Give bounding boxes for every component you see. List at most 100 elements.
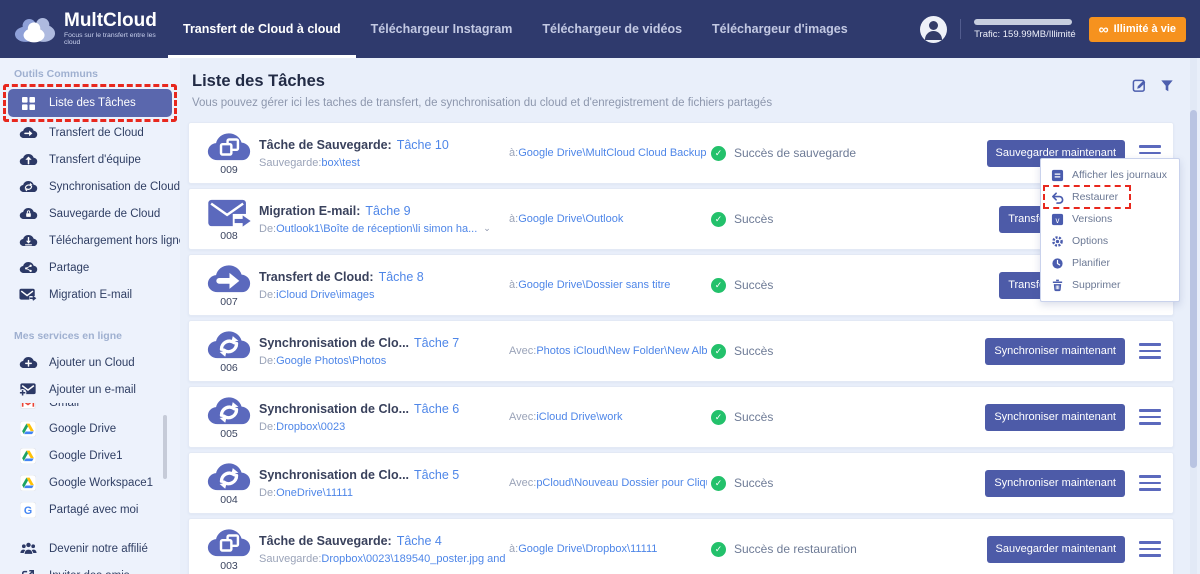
task-dest-link[interactable]: iCloud Drive\work xyxy=(536,411,623,423)
sidebar-item-partage[interactable]: Partage xyxy=(0,254,180,281)
menu-item-planifier[interactable]: Planifier xyxy=(1041,252,1179,274)
traffic-label: Trafic: 159.99MB/Illimité xyxy=(974,28,1076,40)
task-source-link[interactable]: box\test xyxy=(321,156,360,169)
sidebar-item-transfert-d-equipe[interactable]: Transfert d'équipe xyxy=(0,146,180,173)
tab-instagram-downloader[interactable]: Téléchargeur Instagram xyxy=(370,22,513,36)
task-dest-link[interactable]: Google Drive\Dropbox\11111 xyxy=(518,543,658,555)
sidebar-item-partage-avec-moi[interactable]: G Partagé avec moi xyxy=(0,496,180,523)
menu-item-restaurer[interactable]: Restaurer xyxy=(1041,185,1179,209)
task-number: 008 xyxy=(220,229,238,242)
sidebar-item-google-drive1[interactable]: Google Drive1 xyxy=(0,442,180,469)
sidebar-item-sauvegarde-de-cloud[interactable]: Sauvegarde de Cloud xyxy=(0,200,180,227)
sidebar-item-transfert-de-cloud[interactable]: Transfert de Cloud xyxy=(0,119,180,146)
sidebar-item-label: Téléchargement hors ligne xyxy=(49,234,180,247)
task-card: 004 Synchronisation de Clo... Tâche 5 De:… xyxy=(188,452,1174,514)
task-number: 009 xyxy=(220,163,238,176)
multcloud-logo[interactable]: MultCloud Focus sur le transfert entre l… xyxy=(0,11,168,46)
menu-item-label: Versions xyxy=(1072,213,1113,225)
edit-icon[interactable] xyxy=(1132,78,1147,93)
task-source-link[interactable]: Dropbox\0023\189540_poster.jpg and more xyxy=(321,552,509,565)
task-dest-link[interactable]: Google Drive\MultCloud Cloud Backup xyxy=(518,147,707,159)
menu-item-supprimer[interactable]: Supprimer xyxy=(1041,274,1179,296)
sidebar-item-ajouter-un-e-mail[interactable]: Ajouter un e-mail xyxy=(0,376,180,403)
task-dest-link[interactable]: Google Drive\Outlook xyxy=(518,213,624,225)
gdrive-icon xyxy=(18,447,38,464)
task-name-link[interactable]: Tâche 9 xyxy=(365,203,411,218)
page-scrollbar-thumb[interactable] xyxy=(1190,110,1197,468)
task-name-link[interactable]: Tâche 6 xyxy=(414,401,460,416)
menu-item-label: Supprimer xyxy=(1072,279,1121,291)
sidebar-scrollbar-thumb[interactable] xyxy=(163,415,167,479)
task-name-link[interactable]: Tâche 7 xyxy=(414,335,460,350)
user-avatar[interactable] xyxy=(920,15,948,43)
sidebar-item-label: Transfert d'équipe xyxy=(49,153,141,166)
menu-item-label: Options xyxy=(1072,235,1109,247)
sidebar-section-title: Mes services en ligne xyxy=(14,330,122,342)
task-source-link[interactable]: Dropbox\0023 xyxy=(276,420,346,433)
task-source-link[interactable]: Google Photos\Photos xyxy=(276,354,387,367)
menu-item-afficher-les-journaux[interactable]: Afficher les journaux xyxy=(1041,164,1179,186)
row-menu-icon[interactable] xyxy=(1139,473,1161,493)
sidebar-item-devenir-notre-affilie[interactable]: Devenir notre affilié xyxy=(0,535,180,562)
task-type-label: Synchronisation de Clo... xyxy=(259,401,410,416)
task-action-button[interactable]: Synchroniser maintenant xyxy=(985,403,1125,431)
traffic-progress-bar xyxy=(974,18,1073,25)
sidebar-item-migration-e-mail[interactable]: Migration E-mail xyxy=(0,281,180,308)
task-type-label: Synchronisation de Clo... xyxy=(259,467,410,482)
task-action-button[interactable]: Sauvegarder maintenant xyxy=(986,535,1125,563)
task-source-link[interactable]: OneDrive\11111 xyxy=(276,486,353,499)
sidebar-item-synchronisation-de-cloud[interactable]: Synchronisation de Cloud xyxy=(0,173,180,200)
tab-cloud-transfer[interactable]: Transfert de Cloud à cloud xyxy=(168,0,356,58)
task-name-link[interactable]: Tâche 5 xyxy=(414,467,460,482)
infinity-icon: ∞ xyxy=(1098,21,1109,37)
sidebar-item-label: Devenir notre affilié xyxy=(49,542,148,555)
filter-icon[interactable] xyxy=(1160,79,1174,93)
task-card: 003 Tâche de Sauvegarde: Tâche 4 Sauvegar… xyxy=(188,518,1174,574)
row-menu-icon[interactable] xyxy=(1139,539,1161,559)
sidebar-item-ajouter-un-cloud[interactable]: Ajouter un Cloud xyxy=(0,349,180,376)
sidebar-item-label: Gmail xyxy=(49,403,80,409)
sidebar-item-telechargement-hors-ligne[interactable]: Téléchargement hors ligne xyxy=(0,227,180,254)
sidebar-item-label: Sauvegarde de Cloud xyxy=(49,207,161,220)
menu-logs-icon xyxy=(1051,169,1064,182)
task-dest-link[interactable]: Google Drive\Dossier sans titre xyxy=(518,279,671,291)
tab-image-downloader[interactable]: Téléchargeur d'images xyxy=(712,22,848,36)
sidebar-item-google-drive[interactable]: Google Drive xyxy=(0,415,180,442)
task-name-link[interactable]: Tâche 4 xyxy=(396,533,442,548)
task-sync-icon xyxy=(206,461,252,493)
task-name-link[interactable]: Tâche 10 xyxy=(396,137,449,152)
task-card: 008 Migration E-mail: Tâche 9 De: Outlook1… xyxy=(188,188,1174,250)
row-menu-icon[interactable] xyxy=(1139,341,1161,361)
sidebar-item-google-workspace1[interactable]: Google Workspace1 xyxy=(0,469,180,496)
sidebar-item-gmail[interactable]: Gmail xyxy=(0,403,180,415)
sidebar-item-liste-des-taches[interactable]: Liste des Tâches xyxy=(3,84,177,122)
tab-video-downloader[interactable]: Téléchargeur de vidéos xyxy=(542,22,683,36)
menu-item-versions[interactable]: v Versions xyxy=(1041,208,1179,230)
task-type-label: Tâche de Sauvegarde: xyxy=(259,137,392,152)
sidebar-item-label: Google Workspace1 xyxy=(49,476,153,489)
success-check-icon: ✓ xyxy=(711,145,726,161)
sidebar-item-inviter-des-amis[interactable]: Inviter des amis xyxy=(0,562,180,574)
navbar-right: Trafic: 159.99MB/Illimité ∞ Illimité à v… xyxy=(920,15,1200,43)
task-status-text: Succès de restauration xyxy=(734,542,857,556)
chevron-down-icon[interactable]: ⌄ xyxy=(483,223,491,233)
menu-item-options[interactable]: Options xyxy=(1041,230,1179,252)
row-menu-icon[interactable] xyxy=(1139,407,1161,427)
main-nav-tabs: Transfert de Cloud à cloud Téléchargeur … xyxy=(168,0,863,58)
invite-icon xyxy=(18,569,38,574)
task-action-button[interactable]: Synchroniser maintenant xyxy=(985,469,1125,497)
task-number: 003 xyxy=(220,559,238,572)
page-subtitle: Vous pouvez gérer ici les taches de tran… xyxy=(192,97,773,109)
sidebar-item-label: Ajouter un Cloud xyxy=(49,356,135,369)
task-source-link[interactable]: Outlook1\Boîte de réception\li simon ha.… xyxy=(276,222,478,235)
task-number: 007 xyxy=(220,295,238,308)
success-check-icon: ✓ xyxy=(711,277,726,293)
sidebar-section-title: Outils Communs xyxy=(14,68,99,80)
task-action-button[interactable]: Synchroniser maintenant xyxy=(985,337,1125,365)
task-name-link[interactable]: Tâche 8 xyxy=(378,269,424,284)
task-dest-link[interactable]: pCloud\Nouveau Dossier pour Cliquer xyxy=(536,477,707,489)
cloud-sync-icon xyxy=(18,180,38,193)
task-source-link[interactable]: iCloud Drive\images xyxy=(276,288,375,301)
task-dest-link[interactable]: Photos iCloud\New Folder\New Album xyxy=(536,345,707,357)
lifetime-unlimited-button[interactable]: ∞ Illimité à vie xyxy=(1088,16,1186,42)
